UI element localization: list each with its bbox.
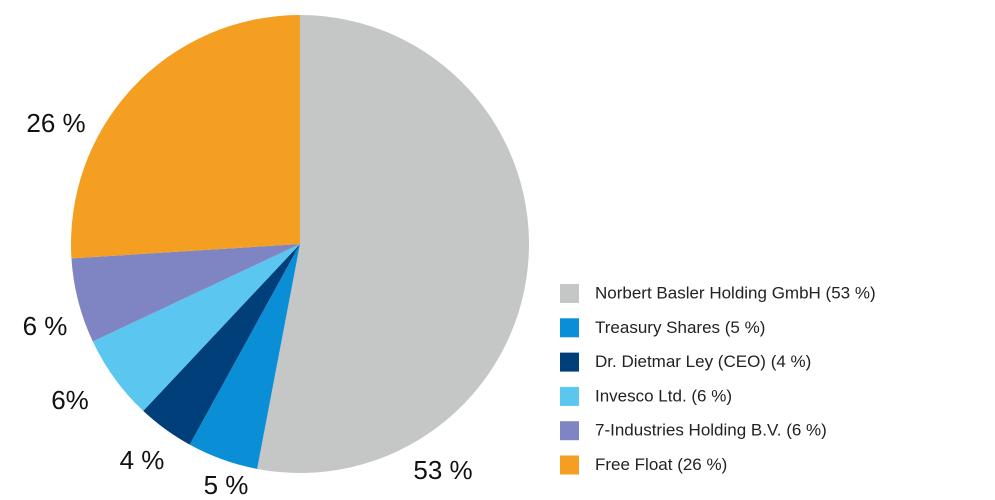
legend-swatch [560, 352, 579, 372]
legend-swatch [560, 284, 579, 303]
legend-label: Norbert Basler Holding GmbH (53 %) [595, 283, 876, 302]
legend-label: Free Float (26 %) [595, 455, 727, 474]
legend-swatch [560, 386, 579, 406]
legend-swatch [560, 455, 579, 475]
legend-label: Treasury Shares (5 %) [595, 318, 765, 337]
pie-slice [143, 244, 300, 445]
pie-slice [71, 15, 300, 259]
legend-label: Invesco Ltd. (6 %) [595, 386, 732, 405]
data-label: 26 % [26, 108, 85, 138]
data-label: 5 % [204, 470, 249, 500]
legend-swatch [560, 421, 579, 441]
legend-label: Dr. Dietmar Ley (CEO) (4 %) [595, 352, 811, 371]
data-label: 4 % [120, 445, 165, 475]
data-label: 6% [51, 385, 89, 415]
pie-slice [92, 244, 300, 411]
legend-swatch [560, 318, 579, 338]
data-label: 53 % [413, 455, 472, 485]
pie-slice [257, 15, 529, 473]
pie-slice [189, 244, 300, 469]
data-label: 6 % [23, 311, 68, 341]
legend-label: 7-Industries Holding B.V. (6 %) [595, 421, 827, 440]
pie-slice [71, 244, 301, 342]
